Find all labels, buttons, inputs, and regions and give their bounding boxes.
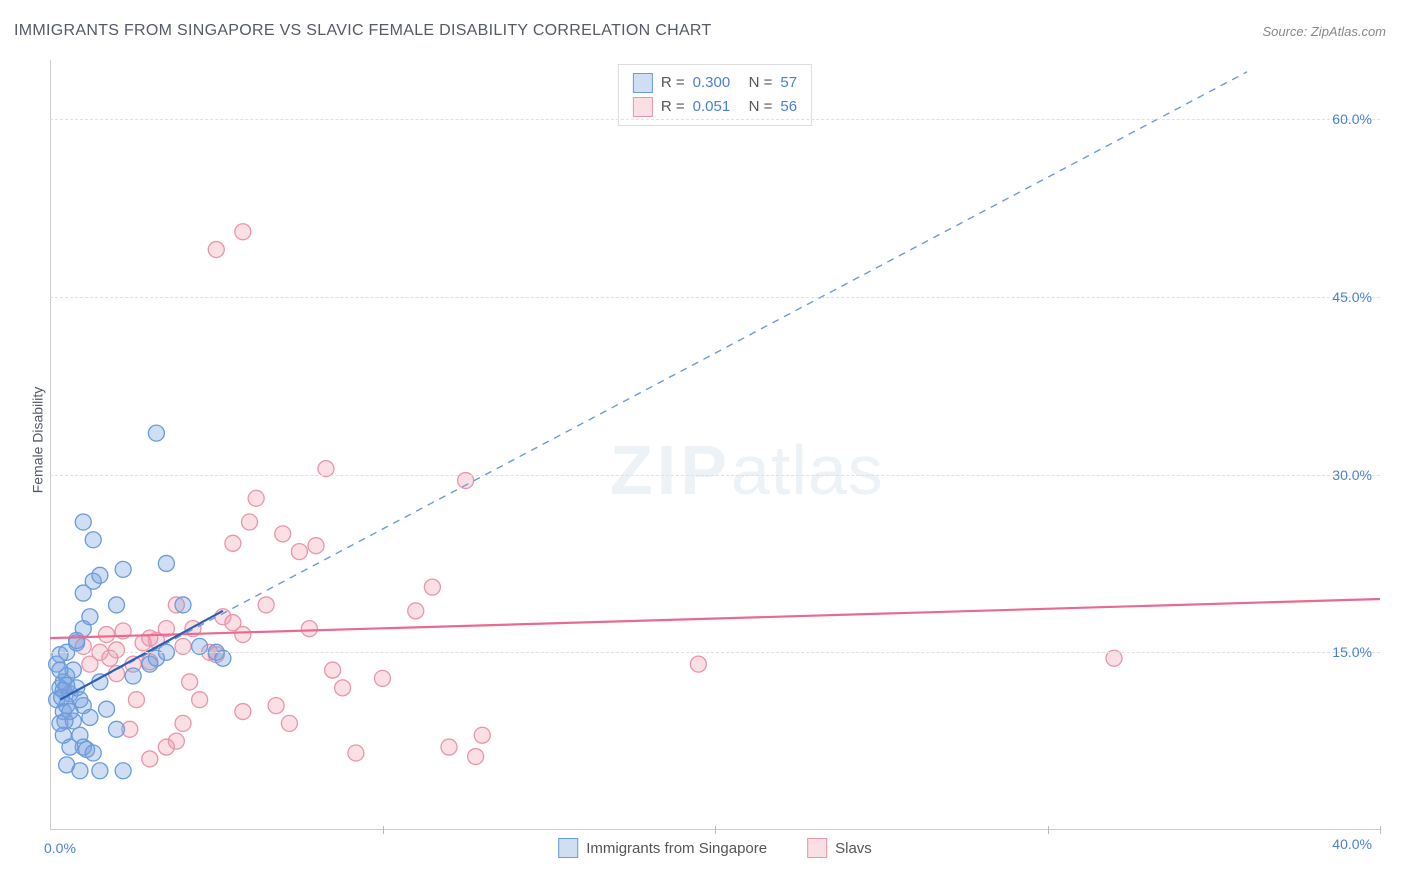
chart-plot-area: ZIPatlas R = 0.300 N = 57 R = 0.051 N = … <box>50 60 1380 830</box>
scatter-point <box>308 538 324 554</box>
scatter-point <box>125 668 141 684</box>
scatter-point <box>57 713 73 729</box>
scatter-point <box>82 609 98 625</box>
scatter-point <box>235 224 251 240</box>
legend-swatch-pink <box>633 97 653 117</box>
scatter-point <box>72 763 88 779</box>
y-axis-label: Female Disability <box>29 387 45 494</box>
y-tick-label: 15.0% <box>1332 644 1372 660</box>
grid-line <box>50 475 1380 476</box>
scatter-point <box>474 727 490 743</box>
scatter-point <box>275 526 291 542</box>
y-tick-label: 60.0% <box>1332 111 1372 127</box>
scatter-point <box>158 555 174 571</box>
scatter-point <box>175 715 191 731</box>
legend-series-item: Immigrants from Singapore <box>558 838 767 858</box>
scatter-point <box>85 745 101 761</box>
grid-line <box>50 652 1380 653</box>
grid-line <box>50 297 1380 298</box>
scatter-point <box>54 689 70 705</box>
legend-series-box: Immigrants from Singapore Slavs <box>558 838 872 858</box>
regression-line <box>60 72 1247 700</box>
scatter-point <box>225 535 241 551</box>
x-tick-first-label: 0.0% <box>44 840 76 856</box>
scatter-point <box>99 701 115 717</box>
source-attribution: Source: ZipAtlas.com <box>1262 24 1386 39</box>
scatter-point <box>242 514 258 530</box>
legend-r-value-pink: 0.051 <box>693 95 741 119</box>
x-tick <box>383 826 384 834</box>
grid-line <box>50 119 1380 120</box>
scatter-point <box>142 751 158 767</box>
scatter-point <box>92 763 108 779</box>
legend-n-label: N = <box>749 71 773 95</box>
scatter-point <box>109 721 125 737</box>
scatter-point <box>468 749 484 765</box>
scatter-point <box>142 630 158 646</box>
scatter-point <box>325 662 341 678</box>
y-tick-label: 45.0% <box>1332 289 1372 305</box>
x-tick-last-label: 40.0% <box>1332 836 1372 852</box>
legend-swatch-pink <box>807 838 827 858</box>
legend-r-label: R = <box>661 71 685 95</box>
scatter-point <box>175 597 191 613</box>
legend-series1-label: Immigrants from Singapore <box>586 840 767 857</box>
scatter-point <box>281 715 297 731</box>
legend-n-value-blue: 57 <box>780 71 797 95</box>
scatter-point <box>690 656 706 672</box>
scatter-point <box>441 739 457 755</box>
chart-title: IMMIGRANTS FROM SINGAPORE VS SLAVIC FEMA… <box>14 22 712 40</box>
legend-series2-label: Slavs <box>835 840 872 857</box>
legend-stats-row: R = 0.051 N = 56 <box>633 95 797 119</box>
x-tick <box>715 826 716 834</box>
scatter-point <box>424 579 440 595</box>
scatter-point <box>348 745 364 761</box>
legend-series-item: Slavs <box>807 838 872 858</box>
x-tick <box>1380 826 1381 834</box>
scatter-point <box>182 674 198 690</box>
scatter-point <box>62 739 78 755</box>
regression-line <box>50 599 1380 638</box>
y-tick-label: 30.0% <box>1332 467 1372 483</box>
scatter-point <box>408 603 424 619</box>
scatter-point <box>335 680 351 696</box>
scatter-point <box>92 567 108 583</box>
scatter-point <box>235 704 251 720</box>
scatter-point <box>148 425 164 441</box>
scatter-point <box>115 763 131 779</box>
scatter-svg <box>50 60 1380 830</box>
x-tick <box>1048 826 1049 834</box>
scatter-point <box>99 627 115 643</box>
legend-swatch-blue <box>558 838 578 858</box>
legend-n-value-pink: 56 <box>780 95 797 119</box>
legend-r-value-blue: 0.300 <box>693 71 741 95</box>
scatter-point <box>301 621 317 637</box>
legend-swatch-blue <box>633 73 653 93</box>
scatter-point <box>235 627 251 643</box>
legend-r-label: R = <box>661 95 685 119</box>
legend-stats-row: R = 0.300 N = 57 <box>633 71 797 95</box>
scatter-point <box>208 242 224 258</box>
scatter-point <box>158 739 174 755</box>
scatter-point <box>109 597 125 613</box>
scatter-point <box>52 662 68 678</box>
scatter-point <box>82 656 98 672</box>
scatter-point <box>258 597 274 613</box>
scatter-point <box>75 514 91 530</box>
scatter-point <box>248 490 264 506</box>
legend-stats-box: R = 0.300 N = 57 R = 0.051 N = 56 <box>618 64 812 126</box>
scatter-point <box>268 698 284 714</box>
scatter-point <box>375 670 391 686</box>
scatter-point <box>291 544 307 560</box>
scatter-point <box>128 692 144 708</box>
scatter-point <box>85 532 101 548</box>
legend-n-label: N = <box>749 95 773 119</box>
scatter-point <box>115 561 131 577</box>
scatter-point <box>192 692 208 708</box>
